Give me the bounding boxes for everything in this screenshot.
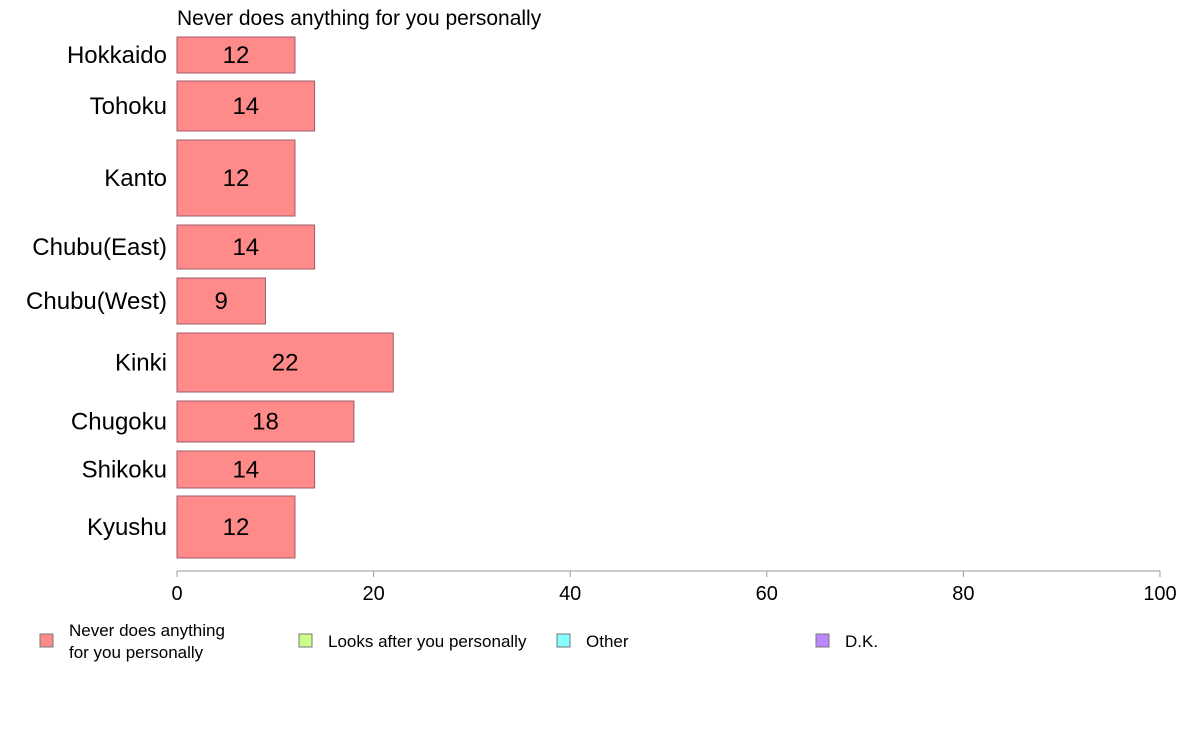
bar <box>176 332 394 393</box>
x-tick-label: 80 <box>952 583 974 605</box>
bar-value-label: 14 <box>232 93 259 120</box>
legend: Never does anything for you personally Loo… <box>39 621 878 662</box>
x-tick-label: 40 <box>559 583 581 605</box>
category-label: Kyushu <box>87 514 167 541</box>
legend-label: Looks after you personally <box>328 632 527 651</box>
bar-value-label: 14 <box>232 234 259 261</box>
bar <box>176 36 296 74</box>
bar-value-label: 18 <box>252 409 279 436</box>
category-label: Chugoku <box>71 409 167 436</box>
legend-label: D.K. <box>845 632 878 651</box>
legend-item: Looks after you personally <box>298 632 527 651</box>
legend-label: Other <box>586 632 629 651</box>
x-tick-label: 0 <box>171 583 182 605</box>
legend-item: D.K. <box>815 632 878 651</box>
bar-value-label: 22 <box>272 350 299 377</box>
bar <box>176 400 355 443</box>
bar-value-label: 14 <box>232 457 259 484</box>
legend-item: Never does anything for you personally <box>39 621 225 662</box>
category-label: Chubu(West) <box>26 288 167 315</box>
bar <box>176 495 296 559</box>
legend-swatch <box>39 633 54 648</box>
x-tick-label: 60 <box>756 583 778 605</box>
category-label: Chubu(East) <box>32 234 167 261</box>
bar-value-label: 12 <box>223 165 250 192</box>
x-tick-label: 20 <box>362 583 384 605</box>
legend-item: Other <box>556 632 629 651</box>
x-tick-label: 100 <box>1143 583 1176 605</box>
category-label: Kanto <box>104 165 167 192</box>
x-axis: 0 20 40 60 80 100 <box>171 570 1177 605</box>
bar-value-label: 12 <box>223 42 250 69</box>
chart-title: Never does anything for you personally <box>177 7 542 30</box>
bar-value-label: 9 <box>215 288 228 315</box>
legend-swatch <box>556 633 571 648</box>
bar-value-label: 12 <box>223 514 250 541</box>
bar <box>176 277 266 325</box>
bar <box>176 450 316 489</box>
bar <box>176 139 296 217</box>
legend-label: for you personally <box>69 643 204 662</box>
bars-layer: 12 Hokkaido 14 Tohoku 12 Kanto 14 Chubu(East) 9 C… <box>26 36 394 559</box>
legend-swatch <box>298 633 313 648</box>
bar <box>176 80 316 132</box>
category-label: Hokkaido <box>67 42 167 69</box>
legend-label: Never does anything <box>69 621 225 640</box>
legend-swatch <box>815 633 830 648</box>
category-label: Tohoku <box>90 93 167 120</box>
bar <box>176 224 316 270</box>
category-label: Shikoku <box>82 457 167 484</box>
category-label: Kinki <box>115 350 167 377</box>
